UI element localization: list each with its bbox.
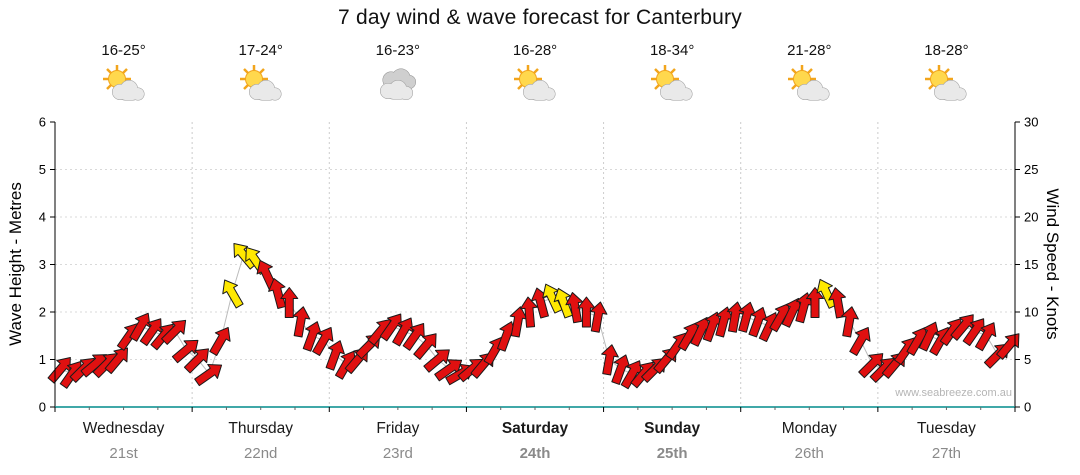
- wind-arrow: [171, 339, 199, 364]
- sun-cloud-icon: [514, 65, 556, 101]
- weather-icon-wrap: [898, 63, 994, 109]
- watermark: www.seabreeze.com.au: [895, 387, 1012, 399]
- wind-arrow: [589, 301, 608, 333]
- wind-arrow: [325, 340, 345, 371]
- wind-arrow: [565, 291, 584, 324]
- day-date-label: 23rd: [383, 445, 413, 462]
- wind-arrow: [974, 322, 997, 352]
- temperature-range-label: 18-34°: [649, 42, 695, 59]
- day-name-label: Wednesday: [83, 420, 165, 437]
- y-right-tick-label: 25: [1024, 162, 1038, 177]
- temperature-range-label: 16-25°: [101, 42, 146, 59]
- temperature-range-label: 17-24°: [238, 42, 283, 59]
- weather-icon-wrap: [350, 63, 446, 109]
- wind-arrow: [183, 348, 209, 374]
- wind-arrow: [519, 296, 538, 328]
- wind-arrow: [280, 287, 299, 318]
- weather-icon-wrap: [624, 63, 720, 109]
- sun-cloud-icon: [102, 65, 145, 101]
- wind-arrow: [292, 306, 311, 338]
- sun-cloud-icon: [925, 65, 967, 101]
- chart-title: 7 day wind & wave forecast for Canterbur…: [338, 6, 742, 29]
- sun-cloud-icon: [651, 65, 693, 101]
- wind-arrow: [104, 347, 128, 375]
- y-right-tick-label: 20: [1024, 210, 1038, 225]
- sun-cloud-icon: [239, 65, 282, 101]
- wind-arrow: [161, 319, 187, 345]
- wind-arrow: [209, 327, 231, 356]
- y-right-tick-label: 10: [1024, 305, 1038, 320]
- day-header-column: 18-28°: [898, 42, 994, 109]
- y-left-tick-label: 3: [39, 257, 46, 272]
- wind-arrow: [194, 363, 223, 387]
- y-left-tick-label: 4: [39, 210, 46, 225]
- temperature-range-label: 16-23°: [375, 42, 421, 59]
- weather-icon-wrap: [76, 63, 172, 109]
- y-right-tick-label: 5: [1024, 352, 1031, 367]
- wind-arrow: [918, 321, 940, 352]
- y-left-tick-label: 2: [39, 305, 46, 320]
- wind-arrow: [553, 287, 573, 319]
- day-name-label: Thursday: [228, 420, 293, 437]
- day-header-column: 17-24°: [213, 42, 309, 109]
- day-name-label: Saturday: [502, 420, 569, 437]
- day-date-label: 24th: [520, 445, 551, 462]
- day-header-column: 16-25°: [76, 42, 172, 109]
- wind-arrow: [423, 349, 450, 373]
- day-header-column: 21-28°: [761, 42, 857, 109]
- day-date-label: 27th: [932, 445, 961, 462]
- day-name-label: Friday: [376, 420, 419, 437]
- temperature-range-label: 21-28°: [787, 42, 832, 59]
- day-date-label: 22nd: [244, 445, 277, 462]
- y-right-tick-label: 15: [1024, 257, 1038, 272]
- day-date-label: 25th: [657, 445, 688, 462]
- wind-arrow: [601, 344, 619, 376]
- wind-arrow: [806, 287, 824, 318]
- wind-arrow: [816, 278, 837, 309]
- y-left-tick-label: 0: [39, 400, 46, 415]
- wind-arrow: [828, 287, 847, 319]
- day-header-column: 16-23°: [350, 42, 446, 109]
- wind-arrow: [841, 306, 859, 338]
- wind-arrow: [392, 317, 414, 347]
- day-header-column: 16-28°: [487, 42, 583, 109]
- weather-icon-wrap: [761, 63, 857, 109]
- temperature-range-label: 16-28°: [512, 42, 558, 59]
- cloudy-icon: [379, 68, 416, 100]
- wind-arrow: [268, 278, 287, 310]
- y-right-tick-label: 0: [1024, 400, 1031, 415]
- y-left-tick-label: 1: [39, 352, 46, 367]
- day-header-column: 18-34°: [624, 42, 720, 109]
- temperature-range-label: 18-28°: [924, 42, 969, 59]
- day-date-label: 21st: [109, 445, 138, 462]
- wind-arrow: [233, 243, 257, 270]
- wind-arrow: [413, 333, 437, 360]
- day-name-label: Monday: [782, 420, 837, 437]
- wind-arrow: [849, 327, 871, 356]
- y-right-tick-label: 30: [1024, 115, 1038, 130]
- y-left-tick-label: 5: [39, 162, 46, 177]
- wind-arrow: [222, 279, 244, 309]
- wind-arrow: [129, 312, 151, 342]
- wind-arrow: [996, 333, 1020, 360]
- day-date-label: 26th: [795, 445, 824, 462]
- y-left-tick-label: 6: [39, 115, 46, 130]
- wind-arrow: [312, 327, 334, 356]
- day-name-label: Sunday: [644, 420, 700, 437]
- sun-cloud-icon: [788, 65, 830, 101]
- weather-icon-wrap: [213, 63, 309, 109]
- day-name-label: Tuesday: [917, 420, 976, 437]
- weather-icon-wrap: [487, 63, 583, 109]
